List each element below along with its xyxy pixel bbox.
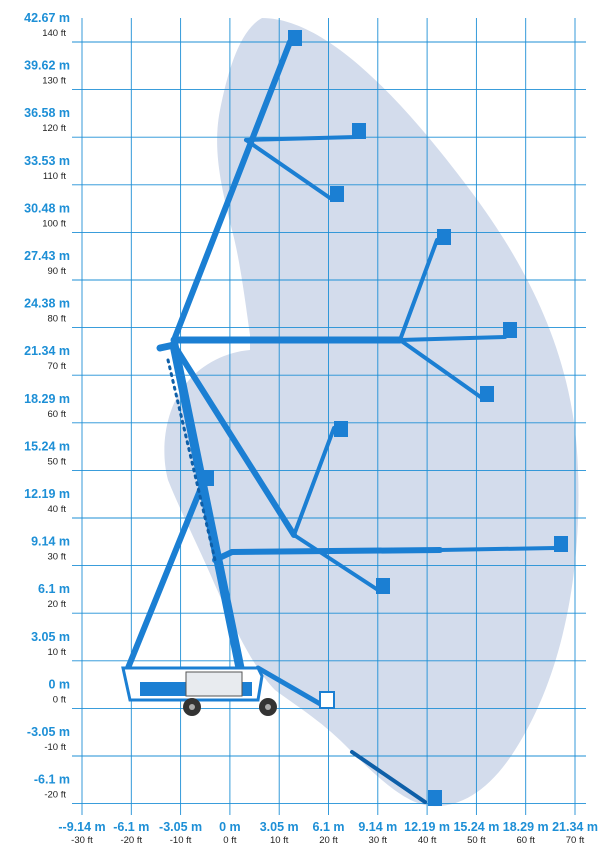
grid-lines <box>72 18 586 815</box>
y-tick-imperial: 0 ft <box>53 694 67 705</box>
y-tick-metric: 0 m <box>48 677 70 691</box>
x-tick-metric: -3.05 m <box>159 820 202 834</box>
y-tick-imperial: -10 ft <box>44 742 66 753</box>
y-tick-imperial: 70 ft <box>48 361 67 372</box>
platform-basket <box>330 186 344 202</box>
y-tick-imperial: 30 ft <box>48 552 67 563</box>
platform-basket <box>352 123 366 139</box>
platform-basket <box>200 470 214 486</box>
wheel-hub <box>265 704 271 710</box>
x-tick-imperial: -20 ft <box>120 835 142 846</box>
platform-basket <box>288 30 302 46</box>
working-envelope-area <box>164 18 579 807</box>
y-tick-metric: 39.62 m <box>24 59 70 73</box>
y-tick-metric: 15.24 m <box>24 439 70 453</box>
boom-horizontal-6m <box>212 549 235 563</box>
x-tick-metric: 0 m <box>219 820 241 834</box>
x-tick-metric: 3.05 m <box>260 820 299 834</box>
x-tick-imperial: 50 ft <box>467 835 486 846</box>
y-tick-imperial: 110 ft <box>43 171 66 182</box>
jib-21m-up <box>398 238 439 342</box>
y-tick-metric: 12.19 m <box>24 487 70 501</box>
x-tick-metric: 12.19 m <box>404 820 450 834</box>
y-tick-imperial: 20 ft <box>48 599 67 610</box>
x-axis-labels: --9.14 m-30 ft -6.1 m-20 ft -3.05 m-10 ft 0… <box>58 820 598 846</box>
x-tick-metric: 6.1 m <box>313 820 345 834</box>
jib-upper-horizontal <box>244 135 358 142</box>
y-tick-imperial: 80 ft <box>48 314 67 325</box>
x-tick-imperial: 20 ft <box>319 835 338 846</box>
platform-basket <box>437 229 451 245</box>
platform-basket <box>503 322 517 338</box>
y-tick-imperial: 130 ft <box>42 76 66 87</box>
x-tick-metric: 9.14 m <box>358 820 397 834</box>
y-tick-imperial: 90 ft <box>48 266 67 277</box>
y-tick-imperial: 10 ft <box>48 647 67 658</box>
jib-6m-horizontal <box>438 546 557 552</box>
platform-basket <box>334 421 348 437</box>
boom-main-lower <box>169 340 245 673</box>
x-tick-metric: -6.1 m <box>113 820 149 834</box>
x-tick-imperial: 40 ft <box>418 835 437 846</box>
y-tick-metric: 27.43 m <box>24 249 70 263</box>
jib-deep-below <box>350 750 427 804</box>
y-tick-metric: 36.58 m <box>24 106 70 120</box>
y-tick-metric: 9.14 m <box>31 535 70 549</box>
x-tick-metric: 18.29 m <box>503 820 549 834</box>
wheel-hub <box>189 704 195 710</box>
platforms <box>200 30 568 806</box>
engine-cover <box>185 671 243 697</box>
boom-angled-down <box>171 342 297 538</box>
y-tick-metric: 42.67 m <box>24 11 70 25</box>
platform-basket <box>480 386 494 402</box>
jib-upper-down <box>244 138 332 200</box>
jib-below-ground <box>255 665 325 708</box>
jib-9m-up <box>292 426 336 537</box>
boom-riser-chain <box>166 358 217 562</box>
boom-left-riser <box>125 475 208 671</box>
platform-basket <box>376 578 390 594</box>
y-tick-metric: 6.1 m <box>38 582 70 596</box>
y-tick-metric: 3.05 m <box>31 630 70 644</box>
x-tick-metric: 21.34 m <box>552 820 598 834</box>
x-tick-imperial: 10 ft <box>270 835 289 846</box>
y-tick-metric: 30.48 m <box>24 201 70 215</box>
y-tick-imperial: -20 ft <box>44 790 66 801</box>
x-tick-metric: --9.14 m <box>58 820 105 834</box>
y-tick-metric: -6.1 m <box>34 773 70 787</box>
y-tick-imperial: 60 ft <box>48 409 67 420</box>
y-tick-metric: 33.53 m <box>24 154 70 168</box>
x-tick-imperial: 60 ft <box>516 835 535 846</box>
y-tick-imperial: 100 ft <box>42 218 66 229</box>
y-tick-imperial: 50 ft <box>48 456 67 467</box>
boom-configurations <box>125 39 557 804</box>
y-tick-metric: -3.05 m <box>27 725 70 739</box>
x-tick-imperial: 30 ft <box>369 835 388 846</box>
x-tick-metric: 15.24 m <box>453 820 499 834</box>
machine-chassis <box>121 666 277 716</box>
jib-21m-down <box>398 338 484 400</box>
x-tick-imperial: 70 ft <box>566 835 585 846</box>
y-tick-metric: 24.38 m <box>24 297 70 311</box>
y-tick-imperial: 120 ft <box>42 123 66 134</box>
boom-top <box>171 39 293 343</box>
jib-21m-horizontal <box>398 335 507 342</box>
x-tick-imperial: -10 ft <box>170 835 192 846</box>
jib-9m-down <box>292 533 380 592</box>
y-tick-metric: 18.29 m <box>24 392 70 406</box>
y-axis-labels: 42.67 m 140 ft 39.62 m 130 ft 36.58 m 120 ft 3… <box>24 11 70 801</box>
x-tick-imperial: 0 ft <box>223 835 237 846</box>
platform-basket <box>319 691 335 709</box>
x-tick-imperial: -30 ft <box>71 835 93 846</box>
platform-basket <box>428 790 442 806</box>
boom-horizontal-6m-main <box>229 547 443 555</box>
y-tick-imperial: 140 ft <box>42 28 66 39</box>
y-tick-metric: 21.34 m <box>24 344 70 358</box>
y-tick-imperial: 40 ft <box>48 504 67 515</box>
platform-basket <box>554 536 568 552</box>
